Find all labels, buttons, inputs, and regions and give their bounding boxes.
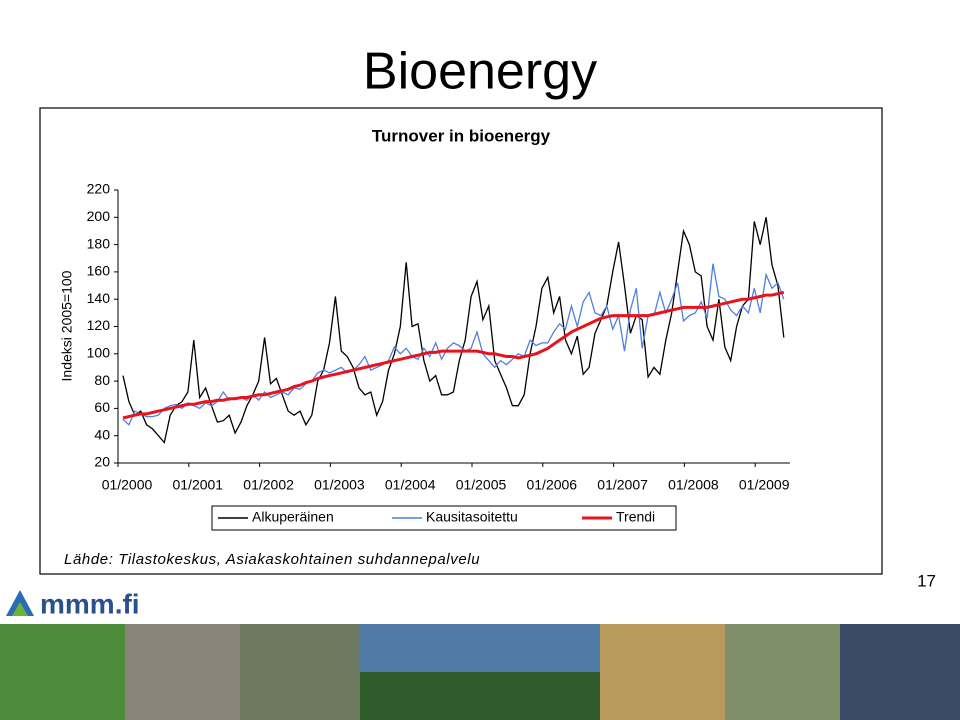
y-tick-label: 180 xyxy=(87,235,111,251)
photo xyxy=(725,624,840,720)
y-axis-label: Indeksi 2005=100 xyxy=(59,270,75,381)
y-tick-label: 80 xyxy=(94,372,110,388)
y-tick-label: 100 xyxy=(87,345,111,361)
x-tick-label: 01/2003 xyxy=(314,477,365,493)
legend-box xyxy=(211,505,677,531)
y-tick-label: 140 xyxy=(87,290,111,306)
x-tick-label: 01/2004 xyxy=(385,477,436,493)
x-tick-label: 01/2000 xyxy=(102,477,153,493)
y-tick-label: 60 xyxy=(94,399,110,415)
series-line xyxy=(122,290,785,420)
photo xyxy=(360,672,600,720)
photo xyxy=(0,624,125,720)
source-note: Lähde: Tilastokeskus, Asiakaskohtainen s… xyxy=(64,551,480,568)
photo xyxy=(125,624,240,720)
x-tick-label: 01/2009 xyxy=(739,477,790,493)
chart-title: Turnover in bioenergy xyxy=(372,126,551,145)
y-tick-label: 200 xyxy=(87,208,111,224)
series-line xyxy=(122,217,785,444)
legend-label: Alkuperäinen xyxy=(252,509,334,525)
x-tick-label: 01/2008 xyxy=(668,477,719,493)
y-tick-label: 20 xyxy=(94,454,110,470)
x-tick-label: 01/2001 xyxy=(172,477,223,493)
x-tick-label: 01/2005 xyxy=(456,477,507,493)
y-tick-label: 40 xyxy=(94,426,110,442)
chart-frame xyxy=(39,107,883,575)
y-tick-label: 160 xyxy=(87,263,111,279)
logo-text: mmm.fi xyxy=(40,588,140,619)
x-tick-label: 01/2002 xyxy=(243,477,294,493)
y-tick-label: 220 xyxy=(87,181,111,197)
photo-strip xyxy=(0,624,960,720)
legend-label: Kausitasoitettu xyxy=(426,509,518,525)
slide-title: Bioenergy xyxy=(363,43,597,101)
legend-label: Trendi xyxy=(616,509,655,525)
logo: mmm.fi xyxy=(6,588,140,619)
logo-mark-inner xyxy=(12,602,28,616)
y-tick-label: 120 xyxy=(87,317,111,333)
x-tick-label: 01/2006 xyxy=(526,477,577,493)
photo xyxy=(840,624,960,720)
x-tick-label: 01/2007 xyxy=(597,477,648,493)
photo xyxy=(240,624,360,720)
photo xyxy=(600,624,725,720)
page-number: 17 xyxy=(917,571,936,590)
